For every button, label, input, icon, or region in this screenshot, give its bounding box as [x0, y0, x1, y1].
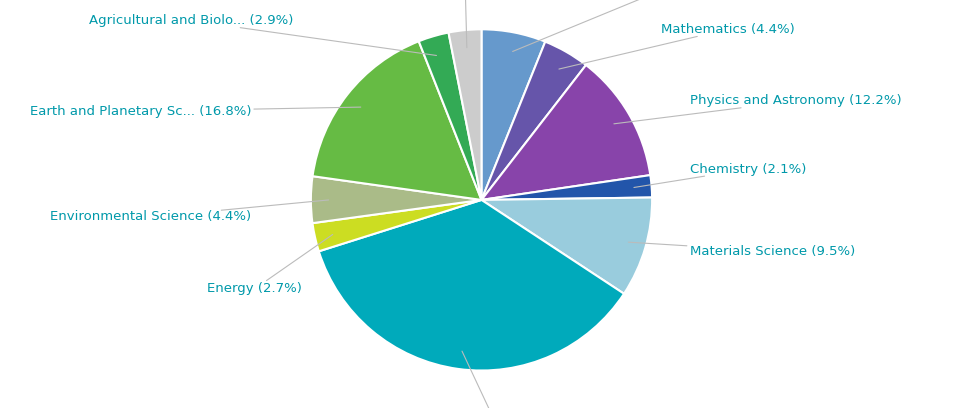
Wedge shape: [482, 29, 545, 200]
Text: Physics and Astronomy (12.2%): Physics and Astronomy (12.2%): [613, 95, 901, 124]
Wedge shape: [313, 41, 482, 200]
Wedge shape: [482, 42, 586, 200]
Wedge shape: [482, 197, 652, 294]
Wedge shape: [319, 200, 624, 370]
Text: Computer Science (6.1%): Computer Science (6.1%): [512, 0, 768, 51]
Text: Materials Science (9.5%): Materials Science (9.5%): [629, 242, 855, 257]
Wedge shape: [482, 65, 650, 200]
Text: Mathematics (4.4%): Mathematics (4.4%): [559, 23, 794, 69]
Wedge shape: [419, 33, 482, 200]
Text: Agricultural and Biolo... (2.9%): Agricultural and Biolo... (2.9%): [90, 14, 436, 55]
Wedge shape: [311, 176, 482, 223]
Text: Environmental Science (4.4%): Environmental Science (4.4%): [50, 200, 328, 224]
Wedge shape: [482, 175, 652, 200]
Wedge shape: [449, 29, 482, 200]
Text: Other (3.1%): Other (3.1%): [422, 0, 508, 48]
Text: Energy (2.7%): Energy (2.7%): [207, 235, 333, 295]
Text: Earth and Planetary Sc... (16.8%): Earth and Planetary Sc... (16.8%): [30, 105, 361, 118]
Wedge shape: [312, 200, 482, 251]
Text: Engineering (35.9%): Engineering (35.9%): [439, 351, 576, 408]
Text: Chemistry (2.1%): Chemistry (2.1%): [634, 163, 806, 188]
